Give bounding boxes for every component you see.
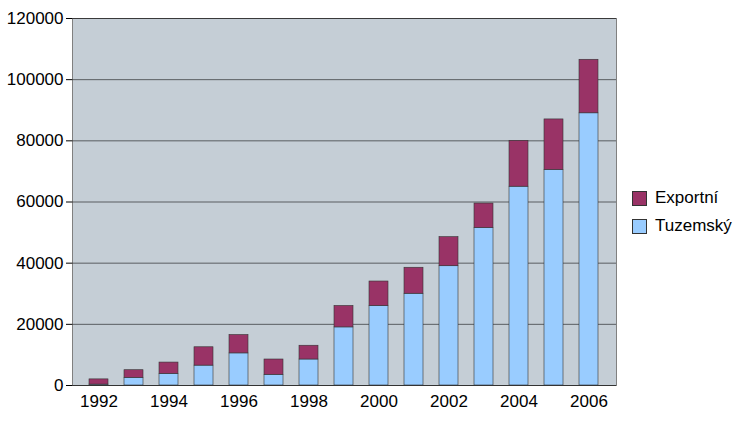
svg-text:2000: 2000 [360, 392, 398, 411]
svg-text:20000: 20000 [16, 315, 63, 334]
svg-text:2006: 2006 [570, 392, 608, 411]
svg-text:1994: 1994 [150, 392, 188, 411]
svg-text:100000: 100000 [7, 70, 64, 89]
svg-text:2002: 2002 [430, 392, 468, 411]
svg-text:1998: 1998 [290, 392, 328, 411]
html-text:Tuzemský: Tuzemský [655, 216, 732, 235]
svg-text:0: 0 [54, 376, 63, 395]
html-text:Exportní: Exportní [655, 188, 719, 207]
svg-text:1996: 1996 [220, 392, 258, 411]
svg-text:2004: 2004 [500, 392, 538, 411]
svg-text:60000: 60000 [16, 192, 63, 211]
svg-text:80000: 80000 [16, 131, 63, 150]
svg-text:120000: 120000 [7, 9, 64, 28]
svg-text:40000: 40000 [16, 254, 63, 273]
svg-text:1992: 1992 [80, 392, 118, 411]
